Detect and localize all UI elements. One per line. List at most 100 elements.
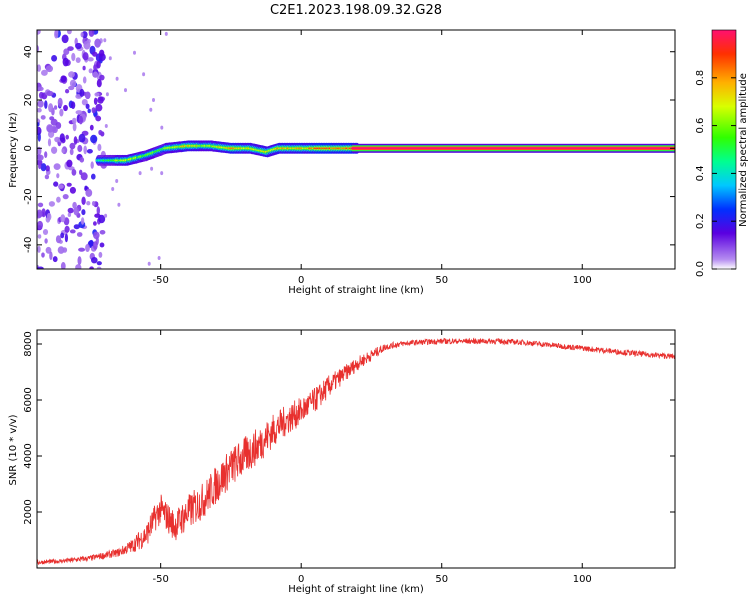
- noise-speckle: [91, 257, 98, 264]
- noise-speckle: [83, 145, 87, 155]
- noise-speckle: [86, 201, 91, 206]
- noise-speckle: [37, 126, 42, 136]
- y-tick-label: 20: [23, 94, 34, 107]
- noise-speckle: [78, 133, 86, 143]
- noise-speckle: [104, 213, 108, 218]
- noise-speckle: [93, 64, 97, 71]
- noise-speckle: [85, 244, 90, 252]
- noise-speckle: [82, 52, 89, 61]
- noise-speckle: [93, 231, 100, 240]
- noise-speckle: [75, 42, 82, 50]
- spectrogram-marks: [37, 30, 675, 269]
- figure-title: C2E1.2023.198.09.32.G28: [270, 3, 442, 18]
- noise-speckle: [45, 246, 52, 254]
- noise-speckle: [40, 115, 46, 120]
- noise-speckle: [115, 179, 119, 183]
- carrier-band: [351, 147, 675, 150]
- noise-speckle: [92, 51, 98, 57]
- snr-frame: [36, 329, 676, 569]
- noise-speckle: [37, 220, 43, 230]
- noise-speckle: [70, 101, 76, 109]
- noise-speckle: [58, 184, 64, 189]
- noise-speckle: [69, 229, 76, 234]
- noise-speckle: [75, 110, 83, 115]
- noise-speckle: [37, 245, 41, 253]
- noise-speckle: [48, 103, 54, 113]
- noise-speckle: [57, 97, 63, 107]
- noise-speckle: [38, 163, 42, 170]
- noise-speckle: [99, 74, 105, 81]
- noise-speckle: [49, 116, 55, 121]
- noise-speckle: [66, 182, 72, 187]
- noise-speckle: [51, 55, 58, 62]
- noise-speckle: [64, 225, 70, 233]
- noise-speckle: [86, 149, 93, 154]
- noise-speckle: [44, 100, 48, 109]
- colorbar-tick-label: 0.4: [695, 165, 706, 181]
- noise-speckle: [111, 187, 115, 191]
- noise-speckle: [82, 65, 86, 71]
- noise-speckle: [87, 57, 94, 62]
- noise-speckle: [160, 171, 164, 176]
- noise-speckle: [142, 72, 146, 77]
- noise-speckle: [80, 217, 85, 225]
- y-tick-label: 2000: [23, 499, 34, 524]
- noise-speckle: [80, 172, 88, 181]
- noise-speckle: [64, 233, 68, 243]
- noise-speckle: [57, 246, 65, 254]
- noise-speckle: [103, 38, 107, 43]
- noise-speckle: [65, 134, 69, 140]
- noise-speckle: [94, 92, 100, 97]
- noise-speckle: [37, 132, 41, 142]
- noise-speckle: [73, 136, 78, 145]
- noise-speckle: [105, 92, 109, 97]
- noise-speckle: [99, 49, 105, 57]
- noise-speckle: [97, 143, 102, 151]
- noise-speckle: [75, 57, 81, 63]
- noise-speckle: [68, 71, 75, 78]
- noise-speckle: [84, 91, 91, 100]
- noise-speckle: [96, 266, 102, 269]
- noise-speckle: [37, 30, 41, 35]
- x-tick-label: 100: [573, 275, 592, 286]
- noise-speckle: [69, 142, 76, 150]
- colorbar-tick-label: 0.8: [695, 70, 706, 86]
- noise-speckle: [90, 134, 98, 144]
- noise-speckle: [63, 104, 68, 112]
- spectrogram-xlabel: Height of straight line (km): [288, 285, 424, 296]
- noise-speckle: [89, 124, 94, 131]
- snr-series-line: [37, 337, 675, 566]
- noise-speckle: [164, 31, 168, 36]
- noise-speckle: [72, 117, 77, 125]
- noise-speckle: [83, 40, 91, 50]
- noise-speckle: [45, 165, 50, 172]
- noise-speckle: [42, 229, 49, 235]
- noise-speckle: [73, 207, 80, 216]
- noise-speckle: [37, 146, 42, 155]
- snr-panel: -50 0 50 100 2000 4000 6000 8000 Height of stra…: [8, 329, 676, 595]
- noise-speckle: [72, 122, 77, 132]
- noise-speckle: [69, 186, 76, 194]
- noise-speckle: [37, 107, 42, 113]
- noise-speckle: [97, 96, 104, 104]
- noise-speckle: [77, 144, 83, 153]
- noise-speckle: [98, 214, 106, 224]
- noise-speckle: [62, 57, 69, 67]
- noise-speckle: [138, 171, 142, 176]
- noise-speckle: [79, 88, 85, 97]
- noise-speckle: [92, 241, 98, 250]
- y-tick-label: 40: [23, 45, 34, 58]
- noise-speckle: [56, 196, 61, 203]
- spectrogram-frame: [36, 29, 676, 270]
- noise-speckle: [66, 159, 73, 168]
- noise-speckle: [88, 30, 95, 37]
- noise-speckle: [71, 169, 77, 176]
- noise-speckle: [40, 163, 47, 172]
- noise-speckle: [152, 98, 155, 102]
- noise-speckle: [147, 261, 151, 266]
- noise-speckle: [93, 221, 97, 226]
- noise-speckle: [69, 148, 74, 156]
- noise-speckle: [87, 108, 91, 114]
- noise-speckle: [54, 105, 58, 110]
- x-tick-label: 50: [435, 275, 448, 286]
